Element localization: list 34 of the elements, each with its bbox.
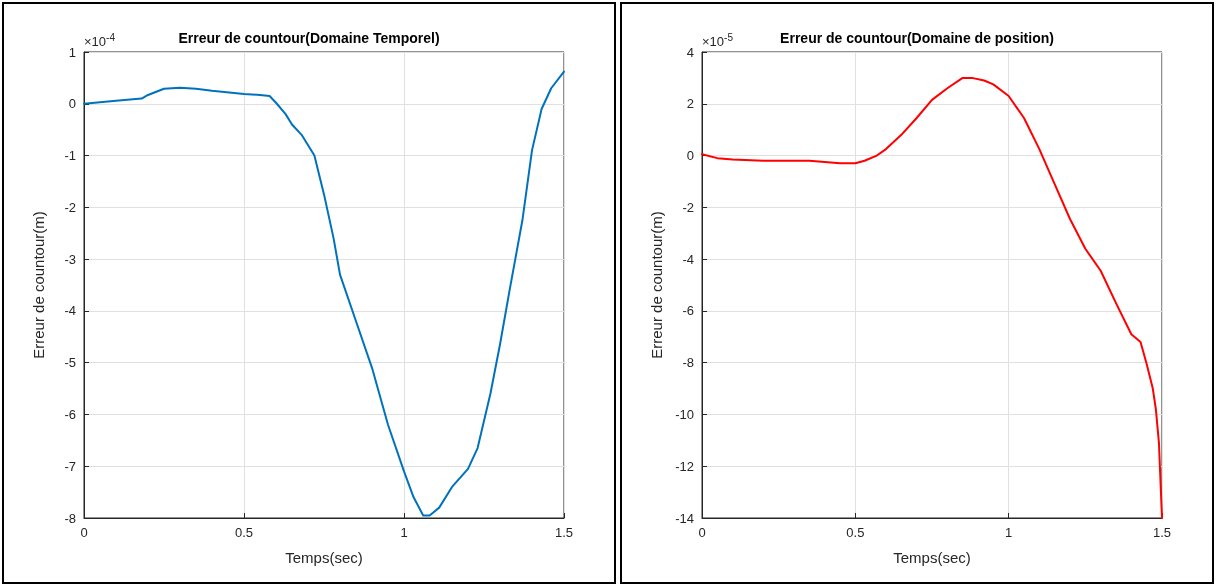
x-tick-label: 1.5 [1152, 525, 1172, 540]
x-axis-title: Temps(sec) [893, 549, 971, 566]
x-tick-label: 0.5 [234, 525, 254, 540]
y-tick-label: -5 [64, 355, 76, 371]
y-tick-label: 2 [686, 96, 694, 112]
y-tick-label: -8 [682, 355, 694, 371]
y-axis-title: Erreur de countour(m) [30, 211, 47, 359]
y-tick-label: -4 [64, 303, 76, 319]
y-tick-label: -8 [64, 510, 76, 526]
y-tick-label: 4 [686, 44, 694, 60]
y-tick-label: -7 [64, 458, 76, 474]
y-tick-label: 1 [68, 44, 76, 60]
x-axis-title: Temps(sec) [285, 549, 363, 566]
y-tick-label: -4 [682, 251, 694, 267]
y-tick-label: -2 [682, 199, 694, 215]
x-tick-label: 1 [1005, 525, 1013, 540]
y-tick-label: -3 [64, 251, 76, 267]
y-tick-label: -2 [64, 199, 76, 215]
chart-title: Erreur de countour(Domaine de position) [780, 30, 1054, 46]
x-tick-label: 0 [698, 525, 706, 540]
y-axis-title: Erreur de countour(m) [648, 211, 665, 359]
x-tick-label: 1 [400, 525, 408, 540]
chart-title: Erreur de countour(Domaine Temporel) [178, 30, 440, 46]
y-tick-label: 0 [686, 148, 694, 164]
y-tick-label: -10 [675, 406, 694, 422]
y-tick-label: -6 [64, 406, 76, 422]
y-tick-label: -14 [675, 510, 694, 526]
x-tick-label: 0.5 [846, 525, 865, 540]
y-tick-label: -6 [682, 303, 694, 319]
y-tick-label: 0 [68, 96, 76, 112]
y-tick-label: -1 [64, 148, 76, 164]
x-tick-label: 0 [80, 525, 88, 540]
y-tick-label: -12 [675, 458, 694, 474]
x-tick-label: 1.5 [554, 525, 574, 540]
